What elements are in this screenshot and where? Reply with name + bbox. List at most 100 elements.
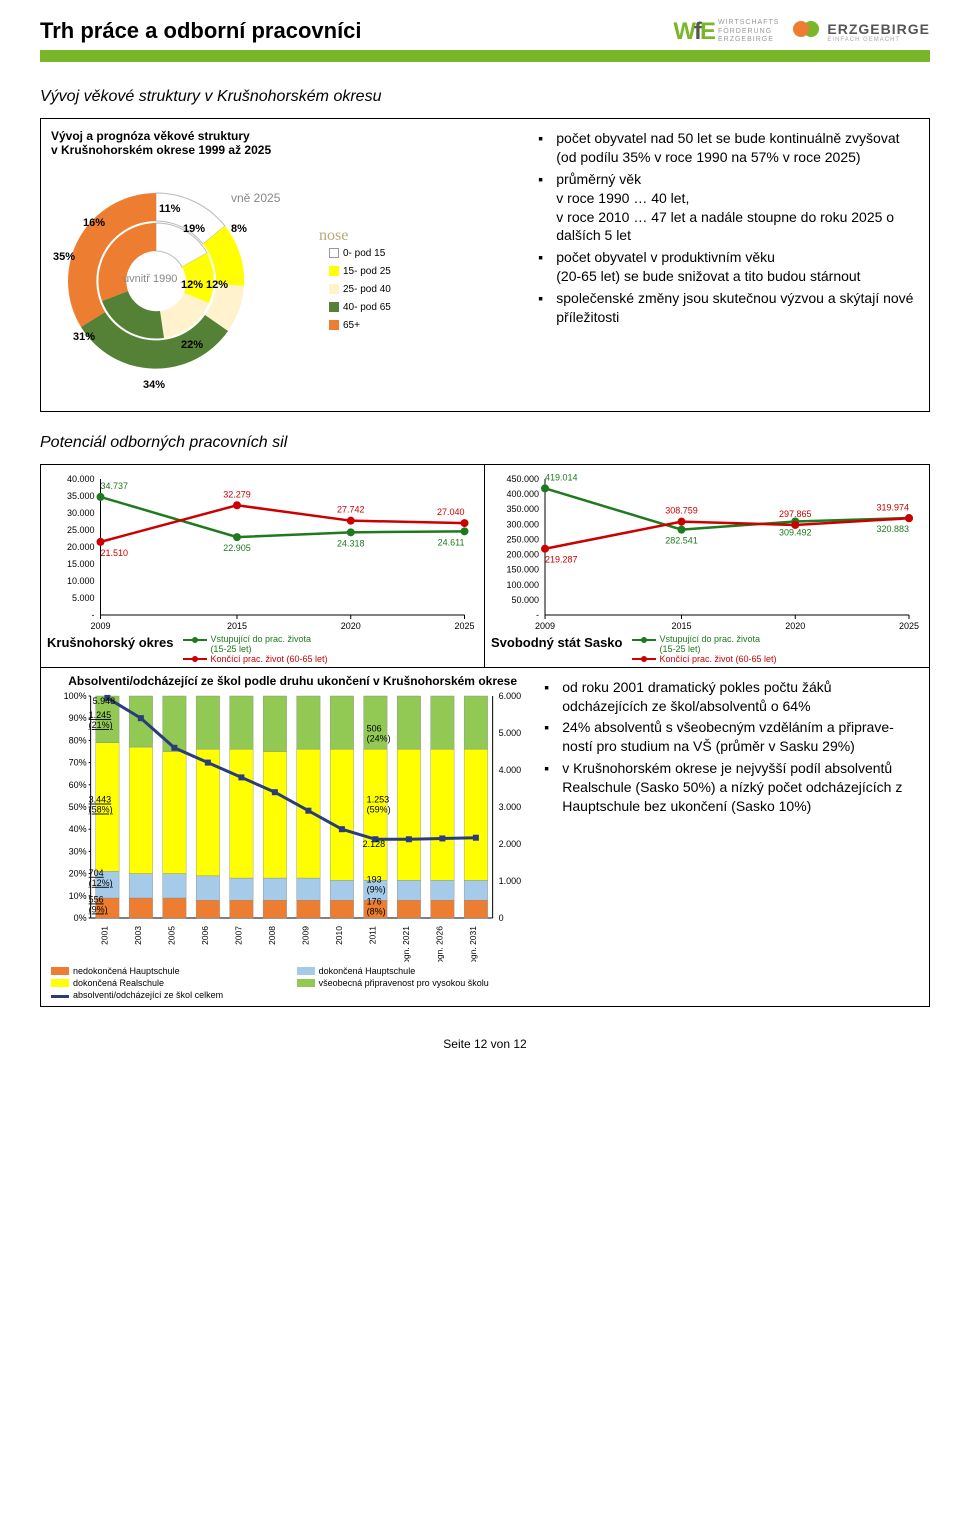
svg-text:176: 176: [367, 896, 382, 906]
svg-text:297.865: 297.865: [779, 509, 812, 519]
svg-text:50%: 50%: [69, 802, 87, 812]
donut-segment-label: 35%: [53, 251, 75, 263]
donut-legend: 0- pod 1515- pod 2525- pod 4040- pod 656…: [329, 245, 391, 335]
svg-text:556: 556: [89, 894, 104, 904]
section2-title: Potenciál odborných pracovních sil: [40, 434, 930, 452]
svg-text:Progn. 2026: Progn. 2026: [434, 925, 444, 961]
bullet-item: průměrný věkv roce 1990 … 40 let,v roce …: [538, 170, 915, 246]
svg-text:90%: 90%: [69, 713, 87, 723]
svg-text:2008: 2008: [267, 925, 277, 944]
donut-legend-item: 15- pod 25: [329, 263, 391, 281]
uvnitr-label: uvnitř 1990: [123, 273, 177, 285]
svg-text:2020: 2020: [341, 621, 361, 631]
svg-text:3.000: 3.000: [499, 802, 522, 812]
svg-text:60%: 60%: [69, 779, 87, 789]
svg-text:10.000: 10.000: [67, 576, 95, 586]
svg-text:27.742: 27.742: [337, 505, 365, 515]
svg-text:Progn. 2031: Progn. 2031: [468, 925, 478, 961]
svg-text:10%: 10%: [69, 890, 87, 900]
svg-text:2015: 2015: [227, 621, 247, 631]
svg-text:2.000: 2.000: [499, 839, 522, 849]
svg-text:2009: 2009: [300, 925, 310, 944]
svg-text:40.000: 40.000: [67, 474, 95, 484]
bar-chart-panel: Absolventi/odcházející ze škol podle dru…: [41, 668, 538, 1006]
wfe-line-1: WIRTSCHAFTS: [718, 19, 779, 27]
svg-text:1.253: 1.253: [367, 794, 390, 804]
svg-text:35.000: 35.000: [67, 491, 95, 501]
donut-chart-panel: Vývoj a prognóza věkové strukturyv Krušn…: [41, 119, 538, 411]
chart1-cell: 40.00035.00030.00025.00020.00015.00010.0…: [41, 465, 485, 667]
svg-text:2005: 2005: [166, 925, 176, 944]
page-title: Trh práce a odborní pracovníci: [40, 18, 362, 44]
svg-text:5.000: 5.000: [72, 593, 95, 603]
erz-text: ERZGEBIRGE: [827, 21, 930, 37]
svg-text:1.000: 1.000: [499, 876, 522, 886]
svg-text:2020: 2020: [785, 621, 805, 631]
page-footer: Seite 12 von 12: [40, 1037, 930, 1051]
chart1: 40.00035.00030.00025.00020.00015.00010.0…: [47, 473, 478, 633]
header-logos: WfE WIRTSCHAFTS FÖRDERUNG ERZGEBIRGE ERZ…: [673, 18, 930, 46]
svg-text:(24%): (24%): [367, 733, 391, 743]
svg-text:320.883: 320.883: [876, 524, 909, 534]
erz-subtext: EINFACH GEMACHT: [827, 37, 930, 43]
svg-text:319.974: 319.974: [876, 502, 909, 512]
bar-legend-item: dokončená Realschule: [51, 978, 289, 988]
svg-text:(59%): (59%): [367, 804, 391, 814]
chart2-cell: 450.000400.000350.000300.000250.000200.0…: [485, 465, 929, 667]
svg-text:24.611: 24.611: [438, 537, 465, 547]
svg-text:24.318: 24.318: [337, 538, 365, 548]
svg-text:30%: 30%: [69, 846, 87, 856]
svg-text:5.948: 5.948: [93, 696, 116, 706]
svg-text:704: 704: [89, 867, 104, 877]
section2-box: 40.00035.00030.00025.00020.00015.00010.0…: [40, 464, 930, 1007]
donut-segment-label: 12%: [181, 279, 203, 291]
section1-bullets: počet obyvatel nad 50 let se bude kontin…: [538, 119, 929, 411]
svg-text:219.287: 219.287: [545, 555, 578, 565]
nose-label: nose: [319, 227, 348, 245]
svg-text:250.000: 250.000: [506, 534, 539, 544]
donut-chart: vně 2025 uvnitř 1990 35%16%11%19%8%12%12…: [51, 161, 311, 401]
bullet-item: od roku 2001 dramatický pokles počtu žák…: [544, 678, 915, 716]
svg-text:6.000: 6.000: [499, 692, 522, 701]
vne-label: vně 2025: [231, 191, 280, 205]
svg-text:2025: 2025: [899, 621, 919, 631]
chart2-legend: .leg-line::after{background:inherit}Vstu…: [632, 635, 776, 665]
svg-text:2003: 2003: [133, 925, 143, 944]
bar-legend: nedokončená Hauptschuledokončená Hauptsc…: [51, 966, 534, 1000]
donut-segment-label: 34%: [143, 379, 165, 391]
svg-text:22.905: 22.905: [223, 543, 251, 553]
section1-title: Vývoj věkové struktury v Krušnohorském o…: [40, 88, 930, 106]
svg-text:Progn. 2021: Progn. 2021: [401, 925, 411, 961]
svg-text:(58%): (58%): [89, 804, 113, 814]
chart1-legend: .leg-line::after{background:inherit}Vstu…: [183, 635, 327, 665]
svg-text:2006: 2006: [200, 925, 210, 944]
svg-text:193: 193: [367, 874, 382, 884]
wfe-line-3: ERZGEBIRGE: [718, 36, 779, 44]
svg-text:5.000: 5.000: [499, 728, 522, 738]
wfe-logo: WfE WIRTSCHAFTS FÖRDERUNG ERZGEBIRGE: [673, 18, 779, 46]
line-charts-row: 40.00035.00030.00025.00020.00015.00010.0…: [41, 465, 929, 667]
svg-text:2015: 2015: [671, 621, 691, 631]
bullet-item: počet obyvatel v produktivním věku(20-65…: [538, 248, 915, 286]
donut-title: Vývoj a prognóza věkové strukturyv Krušn…: [51, 129, 528, 157]
svg-text:0: 0: [499, 913, 504, 923]
svg-text:2009: 2009: [535, 621, 555, 631]
bullet-item: počet obyvatel nad 50 let se bude kontin…: [538, 129, 915, 167]
bar-legend-item: všeobecná připravenost pro vysokou školu: [297, 978, 535, 988]
svg-text:100%: 100%: [64, 692, 87, 701]
svg-text:2011: 2011: [367, 925, 377, 944]
svg-text:506: 506: [367, 723, 382, 733]
svg-text:400.000: 400.000: [506, 489, 539, 499]
svg-text:15.000: 15.000: [67, 559, 95, 569]
erzgebirge-logo: ERZGEBIRGE EINFACH GEMACHT: [793, 21, 930, 43]
donut-legend-item: 40- pod 65: [329, 299, 391, 317]
wfe-line-2: FÖRDERUNG: [718, 28, 779, 36]
bullet-item: v Krušnohorském okrese je nejvyšší podíl…: [544, 759, 915, 816]
svg-text:308.759: 308.759: [665, 506, 698, 516]
svg-text:20.000: 20.000: [67, 542, 95, 552]
svg-text:2007: 2007: [233, 925, 243, 944]
svg-text:-: -: [536, 610, 539, 620]
svg-text:(21%): (21%): [89, 720, 113, 730]
svg-text:20%: 20%: [69, 868, 87, 878]
bullet-item: 24% absolventů s všeobecným vzděláním a …: [544, 718, 915, 756]
